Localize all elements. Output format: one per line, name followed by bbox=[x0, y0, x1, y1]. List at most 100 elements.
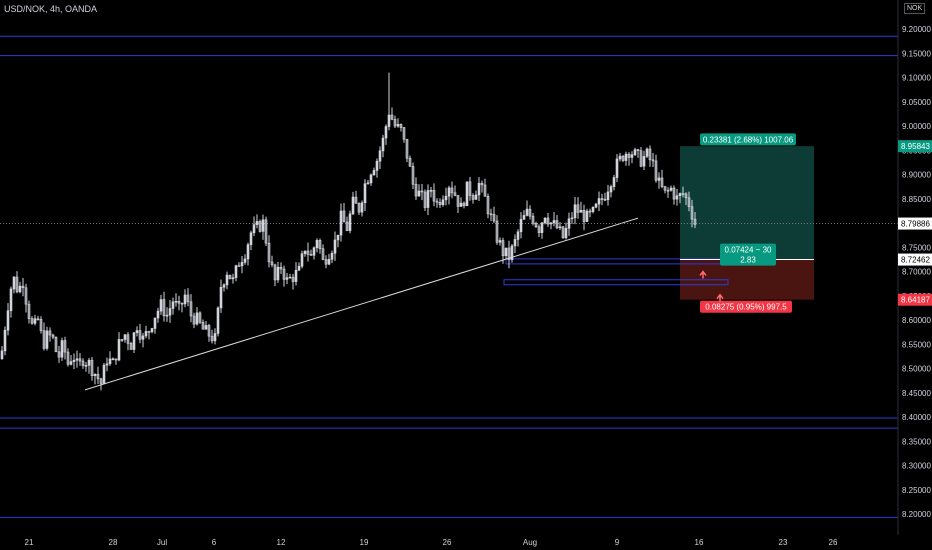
candle-body bbox=[657, 177, 661, 181]
candle-body bbox=[162, 299, 166, 317]
candle bbox=[507, 240, 511, 269]
candle-body bbox=[312, 247, 316, 256]
candle-body bbox=[522, 215, 526, 220]
symbol-title[interactable]: USD/NOK, 4h, OANDA bbox=[4, 4, 98, 14]
candle bbox=[27, 300, 31, 324]
candle-body bbox=[204, 325, 208, 330]
candle-body bbox=[504, 247, 508, 257]
candle-body bbox=[288, 276, 292, 279]
candle bbox=[348, 210, 352, 234]
candle-body bbox=[480, 182, 484, 186]
candle-body bbox=[150, 328, 154, 333]
candle-body bbox=[621, 155, 625, 161]
candle-body bbox=[666, 189, 670, 192]
candle bbox=[633, 147, 637, 157]
candle-body bbox=[198, 312, 202, 323]
x-tick-label: 19 bbox=[360, 538, 369, 547]
candle-body bbox=[645, 148, 649, 157]
candle-body bbox=[603, 198, 607, 201]
candle-body bbox=[330, 252, 334, 260]
candle bbox=[432, 183, 436, 207]
candle-body bbox=[498, 240, 502, 243]
loss-label-group: 0.08275 (0.95%) 997.5 bbox=[700, 300, 792, 313]
candle bbox=[414, 177, 418, 200]
x-tick-label: 21 bbox=[25, 538, 34, 547]
candle bbox=[408, 155, 412, 167]
candle-body bbox=[579, 210, 583, 213]
candle bbox=[303, 250, 307, 257]
candle bbox=[51, 333, 55, 340]
candle bbox=[498, 237, 502, 246]
candle-body bbox=[393, 119, 397, 127]
candle bbox=[153, 317, 157, 334]
candle bbox=[219, 279, 223, 313]
candle-body bbox=[84, 365, 88, 367]
candle-body bbox=[90, 359, 94, 376]
candle-body bbox=[399, 124, 403, 128]
candle bbox=[597, 191, 601, 212]
candle-body bbox=[582, 210, 586, 222]
candle bbox=[189, 294, 193, 323]
candle-body bbox=[135, 330, 139, 334]
candle bbox=[78, 353, 82, 366]
candle bbox=[324, 255, 328, 269]
candle-body bbox=[336, 234, 340, 241]
candle bbox=[366, 179, 370, 185]
candle-body bbox=[342, 210, 346, 223]
candle bbox=[183, 289, 187, 308]
candle-body bbox=[270, 261, 274, 266]
candle-body bbox=[282, 268, 286, 280]
candle-body bbox=[144, 331, 148, 337]
candle-body bbox=[528, 208, 532, 217]
candle-body bbox=[51, 334, 55, 338]
entry-label-line2: 2.83 bbox=[740, 256, 756, 265]
candle-body bbox=[513, 239, 517, 247]
candle-body bbox=[207, 325, 211, 337]
candle-body bbox=[78, 358, 82, 362]
x-tick-label: 12 bbox=[277, 538, 286, 547]
candle bbox=[465, 181, 469, 207]
trendline-0 bbox=[84, 217, 639, 391]
candle-body bbox=[123, 334, 127, 340]
candle bbox=[57, 345, 61, 363]
candle-body bbox=[66, 351, 70, 365]
candle-body bbox=[291, 276, 295, 282]
candle-body bbox=[30, 318, 34, 324]
candle-body bbox=[63, 340, 67, 353]
candle bbox=[111, 357, 115, 361]
candle bbox=[600, 193, 604, 206]
candle bbox=[372, 167, 376, 176]
candle bbox=[630, 151, 634, 164]
candle-body bbox=[468, 181, 472, 196]
candle-body bbox=[45, 330, 49, 349]
candle-body bbox=[249, 232, 253, 245]
candle-body bbox=[324, 259, 328, 265]
candle-body bbox=[567, 218, 571, 229]
candle-body bbox=[396, 124, 400, 127]
candle bbox=[279, 262, 283, 274]
candle-body bbox=[222, 284, 226, 288]
candle-body bbox=[102, 364, 106, 384]
candle-body bbox=[450, 187, 454, 194]
candle-body bbox=[357, 203, 361, 213]
candle bbox=[447, 185, 451, 205]
candle-body bbox=[153, 317, 157, 329]
candle-body bbox=[384, 126, 388, 139]
candle-body bbox=[591, 206, 595, 212]
candle-body bbox=[558, 226, 562, 229]
candle-body bbox=[651, 159, 655, 162]
candle bbox=[546, 212, 550, 227]
candle-body bbox=[18, 285, 22, 293]
candle bbox=[318, 238, 322, 254]
candle-body bbox=[627, 153, 631, 158]
profit-zone bbox=[680, 146, 814, 260]
outline-zone-3 bbox=[503, 279, 729, 286]
price-tag-bg bbox=[898, 217, 932, 230]
candle bbox=[108, 351, 112, 366]
candle bbox=[207, 323, 211, 342]
candle bbox=[369, 173, 373, 186]
candle-body bbox=[15, 276, 19, 293]
candle bbox=[384, 124, 388, 145]
candle-body bbox=[138, 330, 142, 340]
